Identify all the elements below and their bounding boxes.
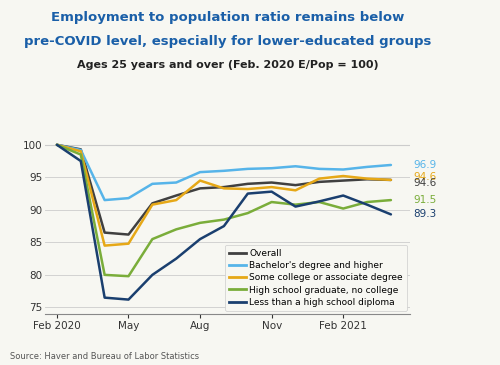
Bachelor's degree and higher: [150, 182, 156, 186]
High school graduate, no college: [197, 221, 203, 225]
High school graduate, no college: [316, 200, 322, 204]
Some college or associate degree: [78, 149, 84, 154]
Line: High school graduate, no college: High school graduate, no college: [57, 145, 391, 276]
Bachelor's degree and higher: [197, 170, 203, 174]
High school graduate, no college: [150, 237, 156, 241]
High school graduate, no college: [78, 152, 84, 157]
Some college or associate degree: [340, 174, 346, 178]
Bachelor's degree and higher: [340, 167, 346, 172]
Some college or associate degree: [388, 178, 394, 182]
Some college or associate degree: [197, 178, 203, 183]
Overall: [292, 183, 298, 187]
Bachelor's degree and higher: [221, 169, 227, 173]
Some college or associate degree: [245, 187, 251, 191]
High school graduate, no college: [102, 273, 107, 277]
Overall: [102, 230, 107, 235]
Bachelor's degree and higher: [316, 167, 322, 171]
Some college or associate degree: [54, 143, 60, 147]
Text: Employment to population ratio remains below: Employment to population ratio remains b…: [51, 11, 404, 24]
Some college or associate degree: [268, 185, 274, 189]
Less than a high school diploma: [268, 189, 274, 194]
High school graduate, no college: [388, 198, 394, 202]
High school graduate, no college: [126, 274, 132, 278]
Less than a high school diploma: [340, 193, 346, 198]
Overall: [388, 178, 394, 182]
Less than a high school diploma: [197, 237, 203, 241]
Less than a high school diploma: [102, 295, 107, 300]
Some college or associate degree: [316, 176, 322, 181]
Text: 89.3: 89.3: [414, 210, 437, 219]
High school graduate, no college: [221, 218, 227, 222]
High school graduate, no college: [173, 227, 179, 231]
Some college or associate degree: [364, 176, 370, 181]
Overall: [54, 143, 60, 147]
Less than a high school diploma: [78, 159, 84, 163]
Overall: [150, 201, 156, 205]
High school graduate, no college: [292, 203, 298, 207]
Line: Overall: Overall: [57, 145, 391, 235]
Less than a high school diploma: [245, 191, 251, 196]
Text: 94.6: 94.6: [414, 178, 437, 188]
Bachelor's degree and higher: [364, 165, 370, 169]
Overall: [126, 233, 132, 237]
Bachelor's degree and higher: [292, 164, 298, 169]
Less than a high school diploma: [388, 212, 394, 216]
Less than a high school diploma: [292, 204, 298, 209]
High school graduate, no college: [54, 143, 60, 147]
Overall: [316, 180, 322, 184]
Text: 94.6: 94.6: [414, 172, 437, 182]
High school graduate, no college: [245, 211, 251, 215]
Some college or associate degree: [102, 243, 107, 248]
Bachelor's degree and higher: [268, 166, 274, 170]
Bachelor's degree and higher: [102, 198, 107, 202]
Overall: [340, 178, 346, 183]
Bachelor's degree and higher: [54, 143, 60, 147]
Line: Less than a high school diploma: Less than a high school diploma: [57, 145, 391, 300]
Text: Source: Haver and Bureau of Labor Statistics: Source: Haver and Bureau of Labor Statis…: [10, 352, 199, 361]
Overall: [173, 193, 179, 198]
Line: Bachelor's degree and higher: Bachelor's degree and higher: [57, 145, 391, 200]
Overall: [78, 147, 84, 151]
Bachelor's degree and higher: [126, 196, 132, 200]
Some college or associate degree: [173, 198, 179, 202]
Less than a high school diploma: [316, 199, 322, 204]
Some college or associate degree: [126, 242, 132, 246]
High school graduate, no college: [268, 200, 274, 204]
Overall: [197, 186, 203, 191]
Text: pre-COVID level, especially for lower-educated groups: pre-COVID level, especially for lower-ed…: [24, 35, 431, 48]
Overall: [245, 182, 251, 186]
Overall: [364, 177, 370, 181]
Bachelor's degree and higher: [173, 180, 179, 185]
Legend: Overall, Bachelor's degree and higher, Some college or associate degree, High sc: Overall, Bachelor's degree and higher, S…: [225, 245, 408, 311]
High school graduate, no college: [364, 200, 370, 204]
Less than a high school diploma: [126, 297, 132, 302]
Some college or associate degree: [150, 203, 156, 207]
Text: 91.5: 91.5: [414, 195, 437, 205]
Less than a high school diploma: [54, 143, 60, 147]
Bachelor's degree and higher: [78, 148, 84, 152]
Bachelor's degree and higher: [245, 167, 251, 171]
Less than a high school diploma: [364, 203, 370, 207]
Less than a high school diploma: [173, 257, 179, 261]
Bachelor's degree and higher: [388, 163, 394, 167]
Overall: [221, 185, 227, 189]
Less than a high school diploma: [221, 224, 227, 228]
Some college or associate degree: [221, 186, 227, 191]
Overall: [268, 180, 274, 185]
Less than a high school diploma: [150, 273, 156, 277]
Some college or associate degree: [292, 188, 298, 192]
Text: 96.9: 96.9: [414, 160, 437, 170]
Line: Some college or associate degree: Some college or associate degree: [57, 145, 391, 246]
Text: Ages 25 years and over (Feb. 2020 E/Pop = 100): Ages 25 years and over (Feb. 2020 E/Pop …: [76, 60, 378, 70]
High school graduate, no college: [340, 206, 346, 211]
